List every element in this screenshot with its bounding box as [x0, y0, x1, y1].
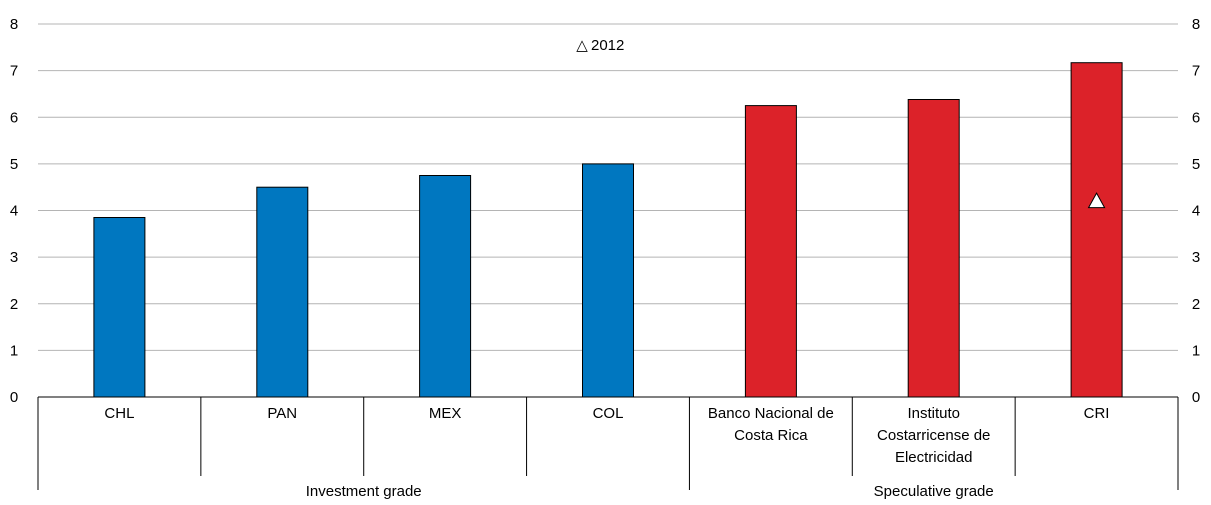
- bar-3: [582, 163, 634, 398]
- category-label-line: Instituto: [907, 405, 960, 422]
- bars: [93, 62, 1123, 398]
- category-label-line: MEX: [429, 405, 462, 422]
- y-tick-labels: 0 0 1 1 2 2 3 3 4 4 5 5 6 6 7 7 8 8: [10, 16, 1200, 406]
- marker-triangle-0: [1087, 192, 1106, 209]
- bar-2: [419, 175, 472, 398]
- legend-label: 2012: [591, 37, 624, 54]
- bar-6: [1070, 62, 1123, 398]
- group-label-0: Investment grade: [306, 483, 422, 500]
- y-tick-right-7: 7: [1192, 63, 1200, 80]
- y-tick-right-1: 1: [1192, 342, 1200, 359]
- markers: [1087, 192, 1106, 209]
- y-tick-left-4: 4: [10, 203, 18, 220]
- y-tick-right-2: 2: [1192, 296, 1200, 313]
- group-labels: Investment grade Speculative grade: [306, 483, 994, 500]
- y-tick-left-1: 1: [10, 342, 18, 359]
- category-label-line: Electricidad: [895, 449, 973, 466]
- category-labels: CHL PAN MEX COL Banco Nacional de Costa Rica I…: [104, 405, 1109, 466]
- category-label-3: COL: [593, 405, 624, 422]
- category-label-line: Costarricense de: [877, 427, 990, 444]
- category-label-line: PAN: [267, 405, 297, 422]
- legend-symbol: △: [576, 37, 588, 54]
- y-tick-right-3: 3: [1192, 249, 1200, 266]
- y-tick-right-6: 6: [1192, 109, 1200, 126]
- legend: △ 2012: [576, 37, 624, 54]
- y-tick-left-3: 3: [10, 249, 18, 266]
- bar-5: [907, 99, 960, 398]
- axes: [37, 396, 1179, 490]
- category-label-line: COL: [593, 405, 624, 422]
- category-label-1: PAN: [267, 405, 297, 422]
- group-label-1: Speculative grade: [874, 483, 994, 500]
- category-label-line: CHL: [104, 405, 134, 422]
- y-tick-left-5: 5: [10, 156, 18, 173]
- category-label-2: MEX: [429, 405, 462, 422]
- category-label-4: Banco Nacional de Costa Rica: [708, 405, 834, 444]
- y-tick-left-7: 7: [10, 63, 18, 80]
- bar-0: [93, 217, 146, 398]
- y-tick-left-2: 2: [10, 296, 18, 313]
- category-label-6: CRI: [1084, 405, 1110, 422]
- y-tick-right-0: 0: [1192, 389, 1200, 406]
- category-label-line: Banco Nacional de: [708, 405, 834, 422]
- y-tick-left-6: 6: [10, 109, 18, 126]
- y-tick-right-4: 4: [1192, 203, 1200, 220]
- y-tick-right-8: 8: [1192, 16, 1200, 33]
- y-tick-left-8: 8: [10, 16, 18, 33]
- bar-1: [256, 186, 309, 398]
- category-label-5: Instituto Costarricense de Electricidad: [877, 405, 990, 466]
- y-tick-left-0: 0: [10, 389, 18, 406]
- category-label-line: CRI: [1084, 405, 1110, 422]
- bar-4: [744, 105, 797, 398]
- category-label-line: Costa Rica: [734, 427, 808, 444]
- category-label-0: CHL: [104, 405, 134, 422]
- y-tick-right-5: 5: [1192, 156, 1200, 173]
